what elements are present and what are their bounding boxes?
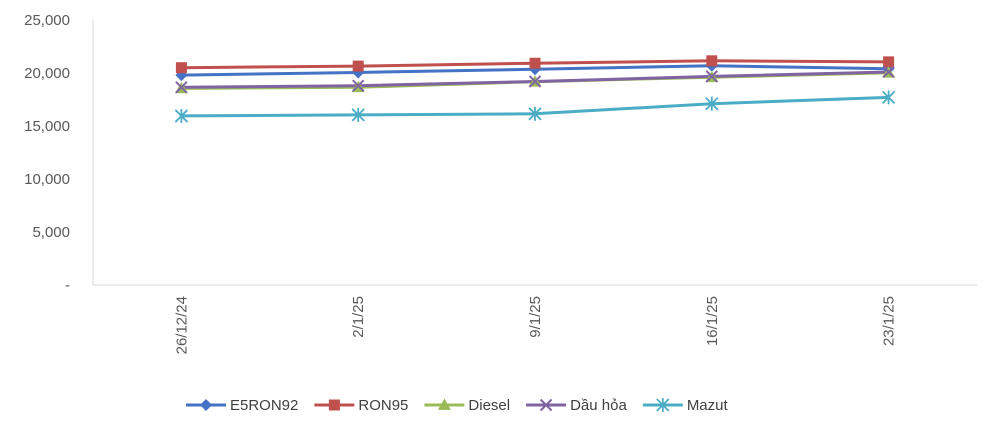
legend-label: Dầu hỏa [570, 397, 627, 414]
legend-item: E5RON92 [186, 397, 298, 414]
legend-marker [200, 399, 212, 411]
data-point [706, 55, 718, 67]
data-point [882, 65, 895, 79]
legend-item: Dầu hỏa [526, 397, 627, 414]
data-point [528, 106, 542, 121]
y-tick-label: 25,000 [24, 12, 70, 29]
legend-label: RON95 [358, 397, 408, 414]
data-point [174, 108, 189, 123]
legend-marker [437, 398, 451, 410]
legend-label: Diesel [468, 397, 510, 414]
data-point [883, 56, 895, 68]
y-tick-label: 10,000 [24, 171, 70, 188]
x-tick-labels: 26/12/24 2/1/25 9/1/25 16/1/25 23/1/25 [173, 296, 897, 354]
y-tick-label: 5,000 [32, 224, 70, 241]
axes [92, 20, 977, 286]
x-tick-label: 16/1/25 [704, 296, 721, 346]
data-point [705, 96, 719, 111]
data-point [175, 81, 188, 94]
data-point [529, 57, 541, 69]
legend-label: Mazut [687, 397, 729, 414]
legend-item: RON95 [314, 397, 408, 414]
data-point [528, 75, 542, 88]
x-tick-label: 26/12/24 [173, 296, 190, 354]
data-point [351, 79, 365, 92]
y-tick-labels: - 5,000 10,000 15,000 20,000 25,000 [24, 12, 70, 294]
legend-label: E5RON92 [230, 397, 298, 414]
legend-marker [656, 398, 670, 412]
series-markers [174, 55, 896, 123]
legend-item: Diesel [424, 397, 510, 414]
y-tick-label: 20,000 [24, 65, 70, 82]
data-point [175, 62, 187, 74]
x-tick-label: 9/1/25 [527, 296, 544, 338]
y-tick-label: 15,000 [24, 118, 70, 135]
legend-marker [539, 398, 553, 412]
legend-item: Mazut [642, 397, 729, 414]
data-point [351, 107, 365, 122]
legend-marker [328, 399, 340, 411]
data-point [881, 90, 896, 105]
data-point [705, 70, 719, 83]
x-tick-label: 23/1/25 [881, 296, 898, 346]
x-tick-label: 2/1/25 [350, 296, 367, 338]
y-tick-label: - [65, 277, 70, 294]
legend: E5RON92 RON95 Diesel Dầu hỏa Mazut [186, 397, 728, 414]
data-point [352, 60, 364, 72]
